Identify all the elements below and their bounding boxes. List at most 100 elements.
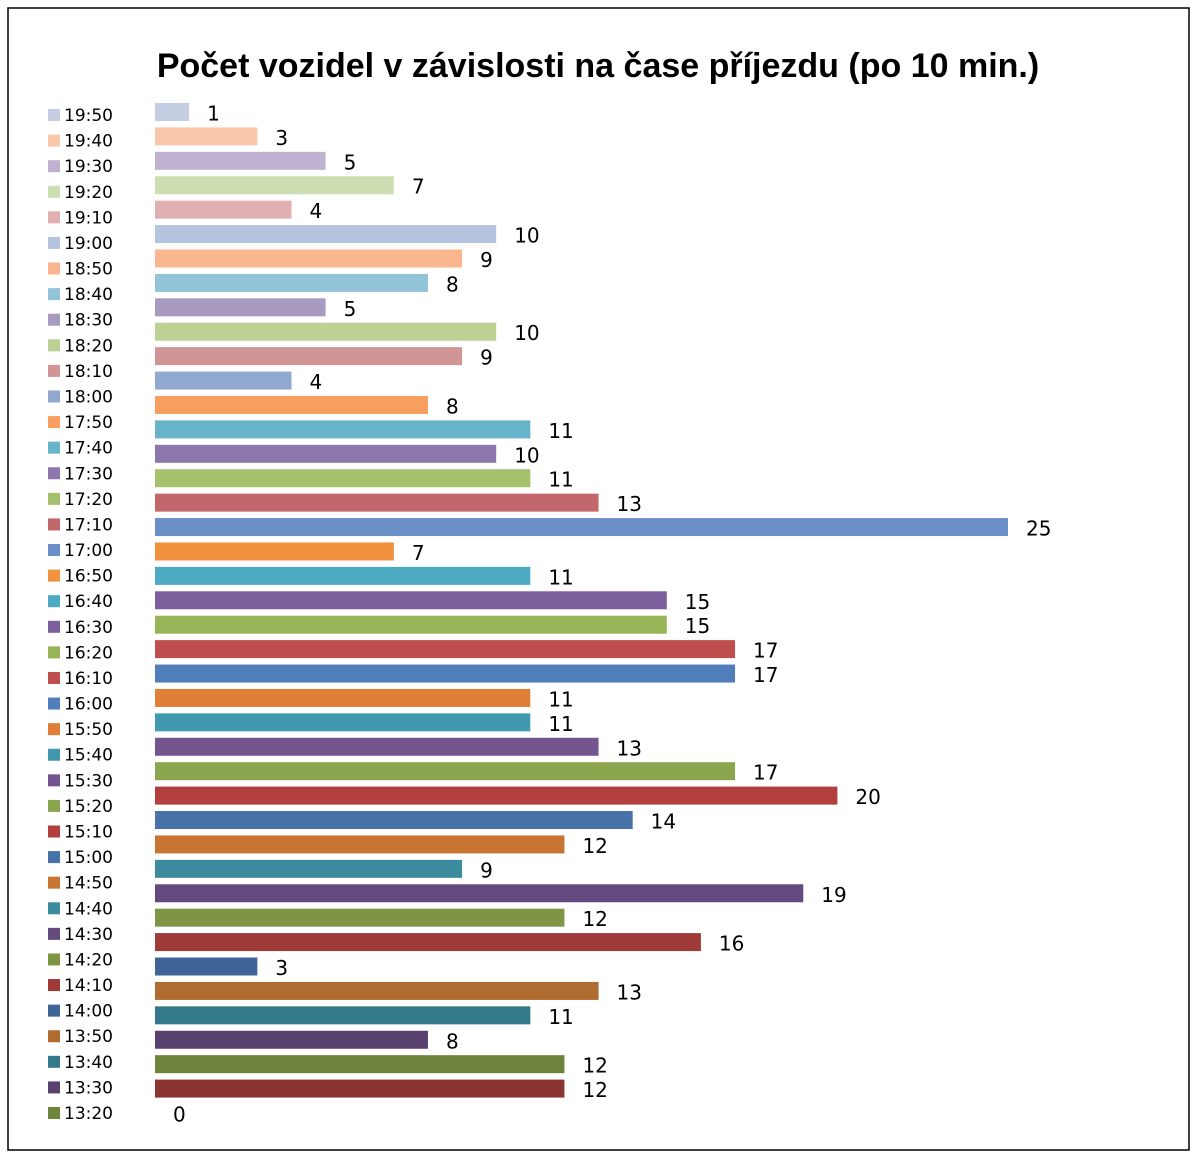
bar — [155, 664, 736, 683]
legend-label: 16:50 — [64, 567, 113, 587]
bar — [155, 103, 190, 121]
legend-swatch — [48, 825, 60, 838]
data-label: 12 — [582, 907, 607, 931]
bar — [155, 786, 838, 805]
legend-swatch — [48, 595, 60, 608]
data-label: 12 — [582, 1054, 607, 1078]
data-label: 10 — [514, 443, 539, 467]
legend-label: 14:10 — [64, 976, 113, 996]
data-label: 8 — [446, 394, 459, 418]
legend-label: 14:00 — [64, 1002, 113, 1022]
legend-label: 16:30 — [64, 618, 113, 638]
bar — [155, 1055, 565, 1074]
legend-swatch — [48, 467, 60, 480]
data-label: 9 — [480, 858, 493, 882]
legend-swatch — [48, 979, 60, 992]
legend-swatch — [48, 1107, 60, 1119]
data-label: 10 — [514, 224, 539, 248]
data-label: 11 — [548, 468, 573, 492]
data-label: 15 — [685, 590, 710, 614]
legend-swatch — [48, 953, 60, 966]
data-label: 0 — [173, 1103, 186, 1127]
legend-swatch — [48, 185, 60, 198]
data-label: 13 — [617, 492, 642, 516]
data-label: 8 — [446, 1029, 459, 1053]
data-label: 9 — [480, 346, 493, 370]
bar — [155, 444, 497, 463]
legend-label: 17:50 — [64, 413, 113, 433]
data-label: 17 — [753, 663, 778, 687]
legend-swatch — [48, 364, 60, 377]
legend-label: 14:50 — [64, 874, 113, 894]
bar — [155, 518, 1008, 537]
data-label: 11 — [548, 712, 573, 736]
data-label: 11 — [548, 419, 573, 443]
bar — [155, 127, 258, 146]
data-label: 15 — [685, 614, 710, 638]
legend-swatch — [48, 1081, 60, 1094]
legend-swatch — [48, 544, 60, 557]
bar — [155, 933, 701, 952]
bar — [155, 493, 599, 512]
bar — [155, 151, 326, 170]
data-label: 7 — [412, 541, 425, 565]
legend-swatch — [48, 774, 60, 787]
legend-label: 14:20 — [64, 950, 113, 970]
legend-swatch — [48, 927, 60, 940]
legend-label: 14:40 — [64, 899, 113, 919]
legend-label: 19:20 — [64, 183, 113, 203]
bar — [155, 225, 497, 244]
legend-swatch — [48, 1030, 60, 1043]
bar — [155, 298, 326, 317]
legend-label: 19:00 — [64, 234, 113, 254]
bar — [155, 615, 667, 634]
legend-label: 18:30 — [64, 311, 113, 331]
legend-swatch — [48, 620, 60, 633]
legend-label: 15:20 — [64, 797, 113, 817]
legend-label: 18:40 — [64, 285, 113, 305]
legend-label: 15:40 — [64, 746, 113, 766]
bar — [155, 762, 736, 781]
legend-swatch — [48, 416, 60, 429]
legend-swatch — [48, 518, 60, 531]
legend-label: 19:40 — [64, 132, 113, 152]
legend-label: 19:50 — [64, 106, 113, 126]
bar — [155, 200, 292, 219]
legend-swatch — [48, 109, 60, 121]
data-label: 3 — [275, 956, 288, 980]
bar — [155, 957, 258, 976]
data-label: 5 — [344, 150, 357, 174]
legend-label: 19:10 — [64, 208, 113, 228]
bar — [155, 737, 599, 756]
legend-label: 14:30 — [64, 925, 113, 945]
bar — [155, 981, 599, 1000]
legend-swatch — [48, 390, 60, 403]
legend-swatch — [48, 851, 60, 864]
legend-swatch — [48, 671, 60, 684]
bar — [155, 908, 565, 927]
legend-swatch — [48, 339, 60, 352]
bar — [155, 713, 531, 732]
data-label: 7 — [412, 175, 425, 199]
bar — [155, 273, 428, 292]
data-label: 4 — [309, 199, 322, 223]
data-label: 20 — [855, 785, 880, 809]
data-label: 11 — [548, 565, 573, 589]
legend-swatch — [48, 799, 60, 812]
legend-swatch — [48, 288, 60, 301]
bar — [155, 322, 497, 341]
bar — [155, 640, 736, 659]
legend-swatch — [48, 134, 60, 147]
data-label: 14 — [651, 810, 676, 834]
bar — [155, 469, 531, 488]
bar — [155, 859, 463, 878]
legend-label: 18:10 — [64, 362, 113, 382]
bar — [155, 835, 565, 854]
legend-label: 18:50 — [64, 260, 113, 280]
data-label: 5 — [344, 297, 357, 321]
legend-swatch — [48, 646, 60, 659]
legend-label: 15:00 — [64, 848, 113, 868]
legend-label: 16:00 — [64, 695, 113, 715]
bar — [155, 176, 394, 195]
